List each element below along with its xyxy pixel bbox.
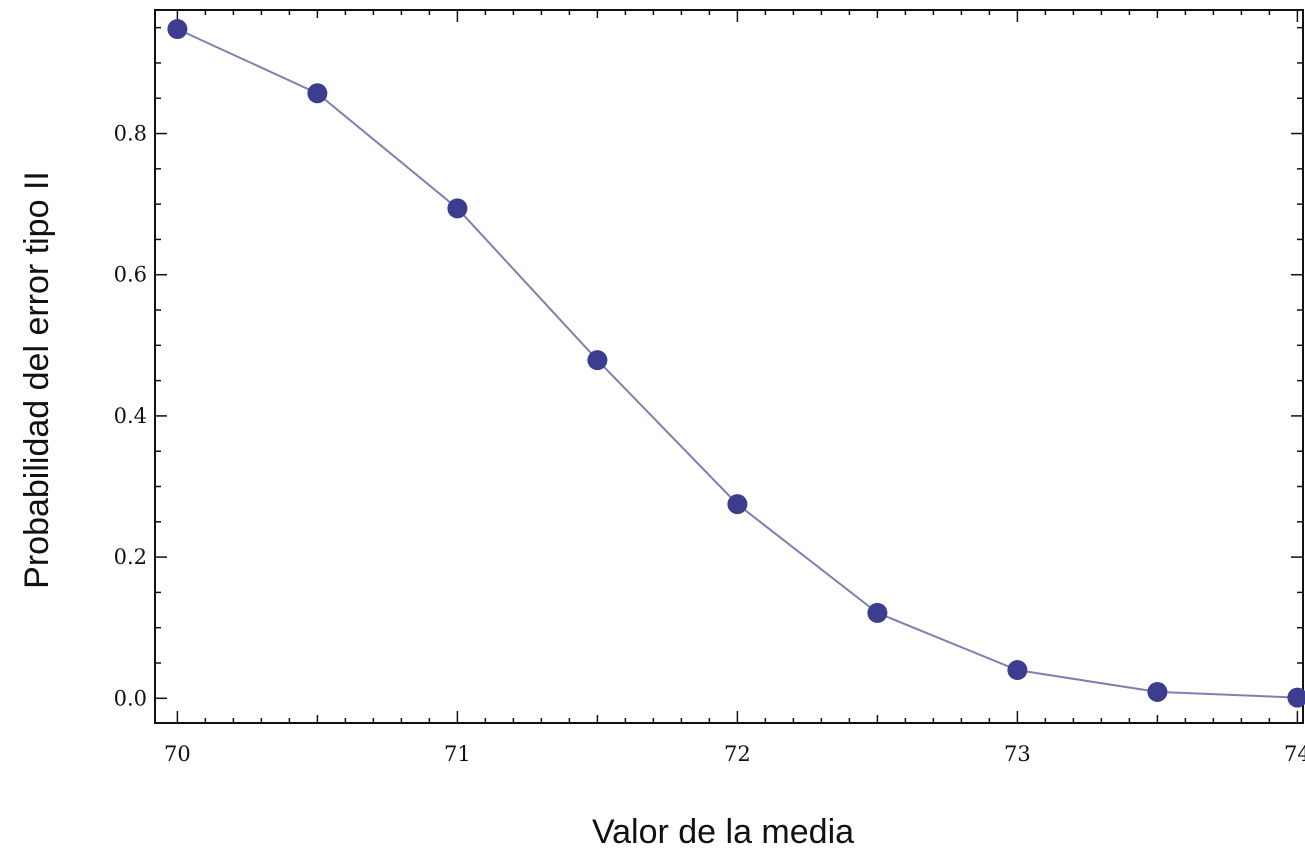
data-point [587,350,608,371]
x-axis-title: Valor de la media [592,813,854,849]
y-tick-label: 0.4 [114,404,147,428]
x-tick-label: 70 [164,742,191,766]
y-tick-label: 0.2 [114,545,147,569]
y-axis-title: Probabilidad del error tipo II [18,171,56,589]
x-tick-label: 73 [1004,742,1031,766]
x-tick-label: 74 [1284,742,1305,766]
plot-area: 70 71 72 73 74 0.0 0.2 0.4 0.6 0.8 [114,9,1305,766]
data-point [1287,687,1305,708]
y-tick-label: 0.0 [114,686,147,710]
data-point [447,198,468,219]
data-point [727,494,748,515]
x-tick-label: 72 [724,742,751,766]
data-point [307,83,328,104]
plot-frame [154,9,1304,724]
data-point [1007,660,1028,681]
data-point [867,602,888,623]
x-tick-label: 71 [444,742,471,766]
data-point [167,19,188,40]
y-tick-label: 0.8 [114,122,147,146]
data-point [1147,681,1168,702]
y-tick-label: 0.6 [114,263,147,287]
